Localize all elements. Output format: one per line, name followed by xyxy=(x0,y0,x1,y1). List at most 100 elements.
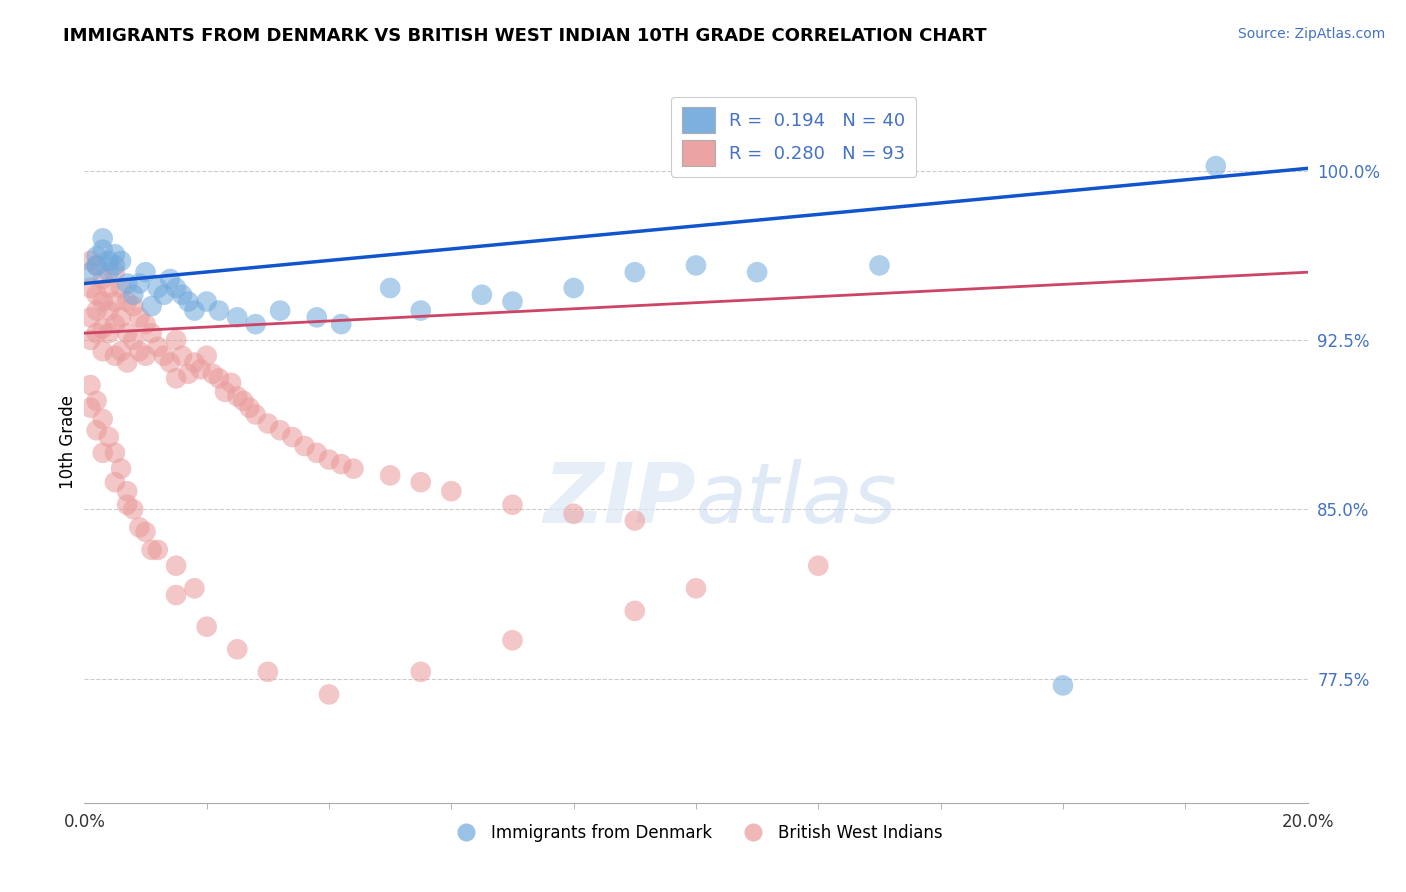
Point xyxy=(79,281,101,295)
Text: atlas: atlas xyxy=(696,458,897,540)
Point xyxy=(245,408,267,422)
Point xyxy=(128,277,150,291)
Point xyxy=(330,457,353,471)
Point xyxy=(110,310,132,325)
Point xyxy=(86,259,108,273)
Point xyxy=(110,281,132,295)
Point xyxy=(208,303,231,318)
Point xyxy=(624,604,647,618)
Point xyxy=(562,281,585,295)
Point xyxy=(624,514,647,528)
Point xyxy=(91,446,114,460)
Point xyxy=(86,303,108,318)
Point xyxy=(214,384,236,399)
Point xyxy=(165,281,187,295)
Point xyxy=(232,393,254,408)
Point xyxy=(115,326,138,340)
Point xyxy=(318,687,340,701)
Point xyxy=(153,349,176,363)
Point xyxy=(104,446,127,460)
Point xyxy=(1052,678,1074,692)
Point xyxy=(146,542,169,557)
Point xyxy=(122,333,145,347)
Point xyxy=(79,333,101,347)
Point xyxy=(502,294,524,309)
Point xyxy=(380,281,402,295)
Point xyxy=(128,520,150,534)
Point xyxy=(562,507,585,521)
Text: ZIP: ZIP xyxy=(543,458,696,540)
Point xyxy=(79,310,101,325)
Point xyxy=(91,231,114,245)
Point xyxy=(91,243,114,257)
Point xyxy=(115,498,138,512)
Point xyxy=(86,249,108,263)
Point xyxy=(380,468,402,483)
Point xyxy=(342,461,364,475)
Point xyxy=(104,265,127,279)
Point xyxy=(685,582,707,596)
Point xyxy=(128,344,150,359)
Point xyxy=(146,340,169,354)
Point xyxy=(122,502,145,516)
Point xyxy=(86,393,108,408)
Point xyxy=(110,253,132,268)
Point xyxy=(104,475,127,490)
Point xyxy=(440,484,463,499)
Point xyxy=(294,439,316,453)
Point xyxy=(409,303,432,318)
Point xyxy=(159,355,181,369)
Point xyxy=(115,294,138,309)
Point xyxy=(97,281,120,295)
Point xyxy=(219,376,242,390)
Point xyxy=(195,620,218,634)
Point xyxy=(104,259,127,273)
Legend: Immigrants from Denmark, British West Indians: Immigrants from Denmark, British West In… xyxy=(443,817,949,848)
Point xyxy=(79,378,101,392)
Point xyxy=(128,310,150,325)
Point xyxy=(226,389,249,403)
Point xyxy=(110,344,132,359)
Point xyxy=(86,287,108,301)
Point xyxy=(183,582,205,596)
Point xyxy=(141,299,163,313)
Point xyxy=(104,247,127,261)
Point xyxy=(122,299,145,313)
Point xyxy=(97,253,120,268)
Point xyxy=(153,287,176,301)
Point xyxy=(104,349,127,363)
Point xyxy=(238,401,260,415)
Point xyxy=(172,287,194,301)
Point xyxy=(135,349,157,363)
Point xyxy=(97,265,120,279)
Point xyxy=(318,452,340,467)
Point xyxy=(115,355,138,369)
Point xyxy=(245,317,267,331)
Point xyxy=(135,265,157,279)
Point xyxy=(79,265,101,279)
Point xyxy=(97,326,120,340)
Point xyxy=(86,326,108,340)
Point xyxy=(97,430,120,444)
Point xyxy=(91,272,114,286)
Point xyxy=(226,642,249,657)
Point xyxy=(281,430,304,444)
Point xyxy=(79,401,101,415)
Point xyxy=(195,294,218,309)
Point xyxy=(1205,159,1227,173)
Point xyxy=(471,287,494,301)
Point xyxy=(115,277,138,291)
Point xyxy=(330,317,353,331)
Y-axis label: 10th Grade: 10th Grade xyxy=(59,394,77,489)
Text: Source: ZipAtlas.com: Source: ZipAtlas.com xyxy=(1237,27,1385,41)
Point xyxy=(305,446,328,460)
Point xyxy=(165,558,187,573)
Point xyxy=(624,265,647,279)
Point xyxy=(91,294,114,309)
Point xyxy=(86,423,108,437)
Point xyxy=(122,287,145,301)
Point xyxy=(141,542,163,557)
Point xyxy=(502,498,524,512)
Point xyxy=(183,303,205,318)
Point xyxy=(305,310,328,325)
